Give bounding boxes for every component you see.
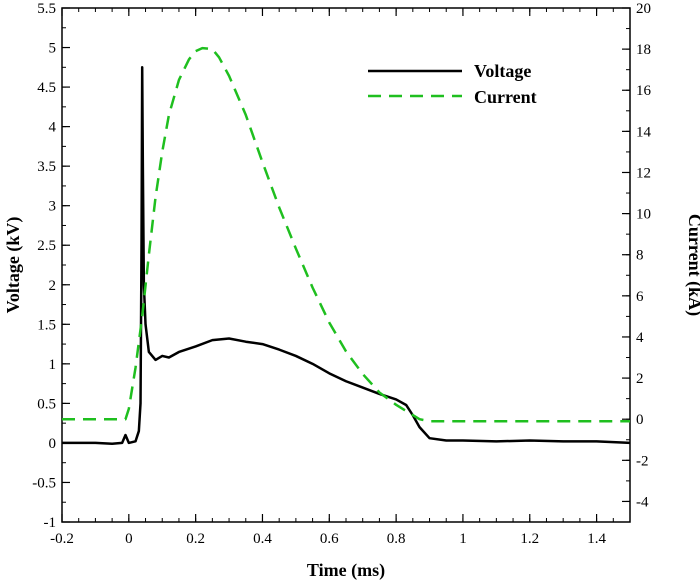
y-tick-label: 4.5 [37,80,56,96]
y-tick-label: 1.5 [37,317,56,333]
y2-tick-label: 18 [636,42,651,58]
x-axis: -0.2 0 0.2 0.4 0.6 0.8 1 1.2 1.4 [50,8,631,547]
y-tick-label: 3 [49,199,57,215]
y2-tick-label: 14 [636,124,652,140]
y-tick-label: 4 [49,120,57,136]
y2-tick-label: 20 [636,1,651,17]
y-tick-label: -0.5 [32,475,56,491]
legend-voltage-label: Voltage [474,61,531,81]
y-tick-label: 3.5 [37,159,56,175]
x-tick-label: 1.2 [520,531,539,547]
y2-tick-label: 0 [636,412,644,428]
x-tick-label: -0.2 [50,531,74,547]
y2-tick-label: -2 [636,453,649,469]
y-axis-right: -4 -2 0 2 4 6 8 10 12 14 16 18 20 [622,1,652,523]
series-line-voltage [62,66,631,445]
legend-current-label: Current [474,87,537,107]
y-tick-label: -1 [44,515,57,531]
series-line-current [62,46,630,423]
y-axis-left: -1 -0.5 0 0.5 1 1.5 2 2.5 3 3.5 4 4.5 5 5.5 [32,1,70,531]
y-tick-label: 1 [49,357,57,373]
y2-tick-label: 12 [636,165,651,181]
x-axis-title: Time (ms) [307,560,385,581]
y2-tick-label: -4 [636,494,649,510]
y2-axis-title: Current (kA) [684,214,700,316]
y2-tick-label: 16 [636,83,652,99]
y-tick-label: 2 [49,278,57,294]
x-tick-label: 0.4 [253,531,272,547]
x-tick-label: 0 [125,531,133,547]
y-tick-label: 0 [49,436,57,452]
y-tick-label: 2.5 [37,238,56,254]
x-tick-label: 0.8 [387,531,406,547]
y-tick-label: 0.5 [37,396,56,412]
y-tick-label: 5.5 [37,1,56,17]
legend: Voltage Current [368,61,537,107]
y2-tick-label: 8 [636,248,644,264]
y2-tick-label: 6 [636,289,644,305]
x-tick-label: 0.2 [186,531,205,547]
series-layer [62,46,631,445]
y2-tick-label: 10 [636,207,651,223]
x-tick-label: 1 [459,531,467,547]
y2-tick-label: 2 [636,371,644,387]
y-axis-title: Voltage (kV) [3,217,24,314]
x-tick-label: 1.4 [587,531,606,547]
x-tick-label: 0.6 [320,531,339,547]
y2-tick-label: 4 [636,330,644,346]
y-tick-label: 5 [49,41,57,57]
